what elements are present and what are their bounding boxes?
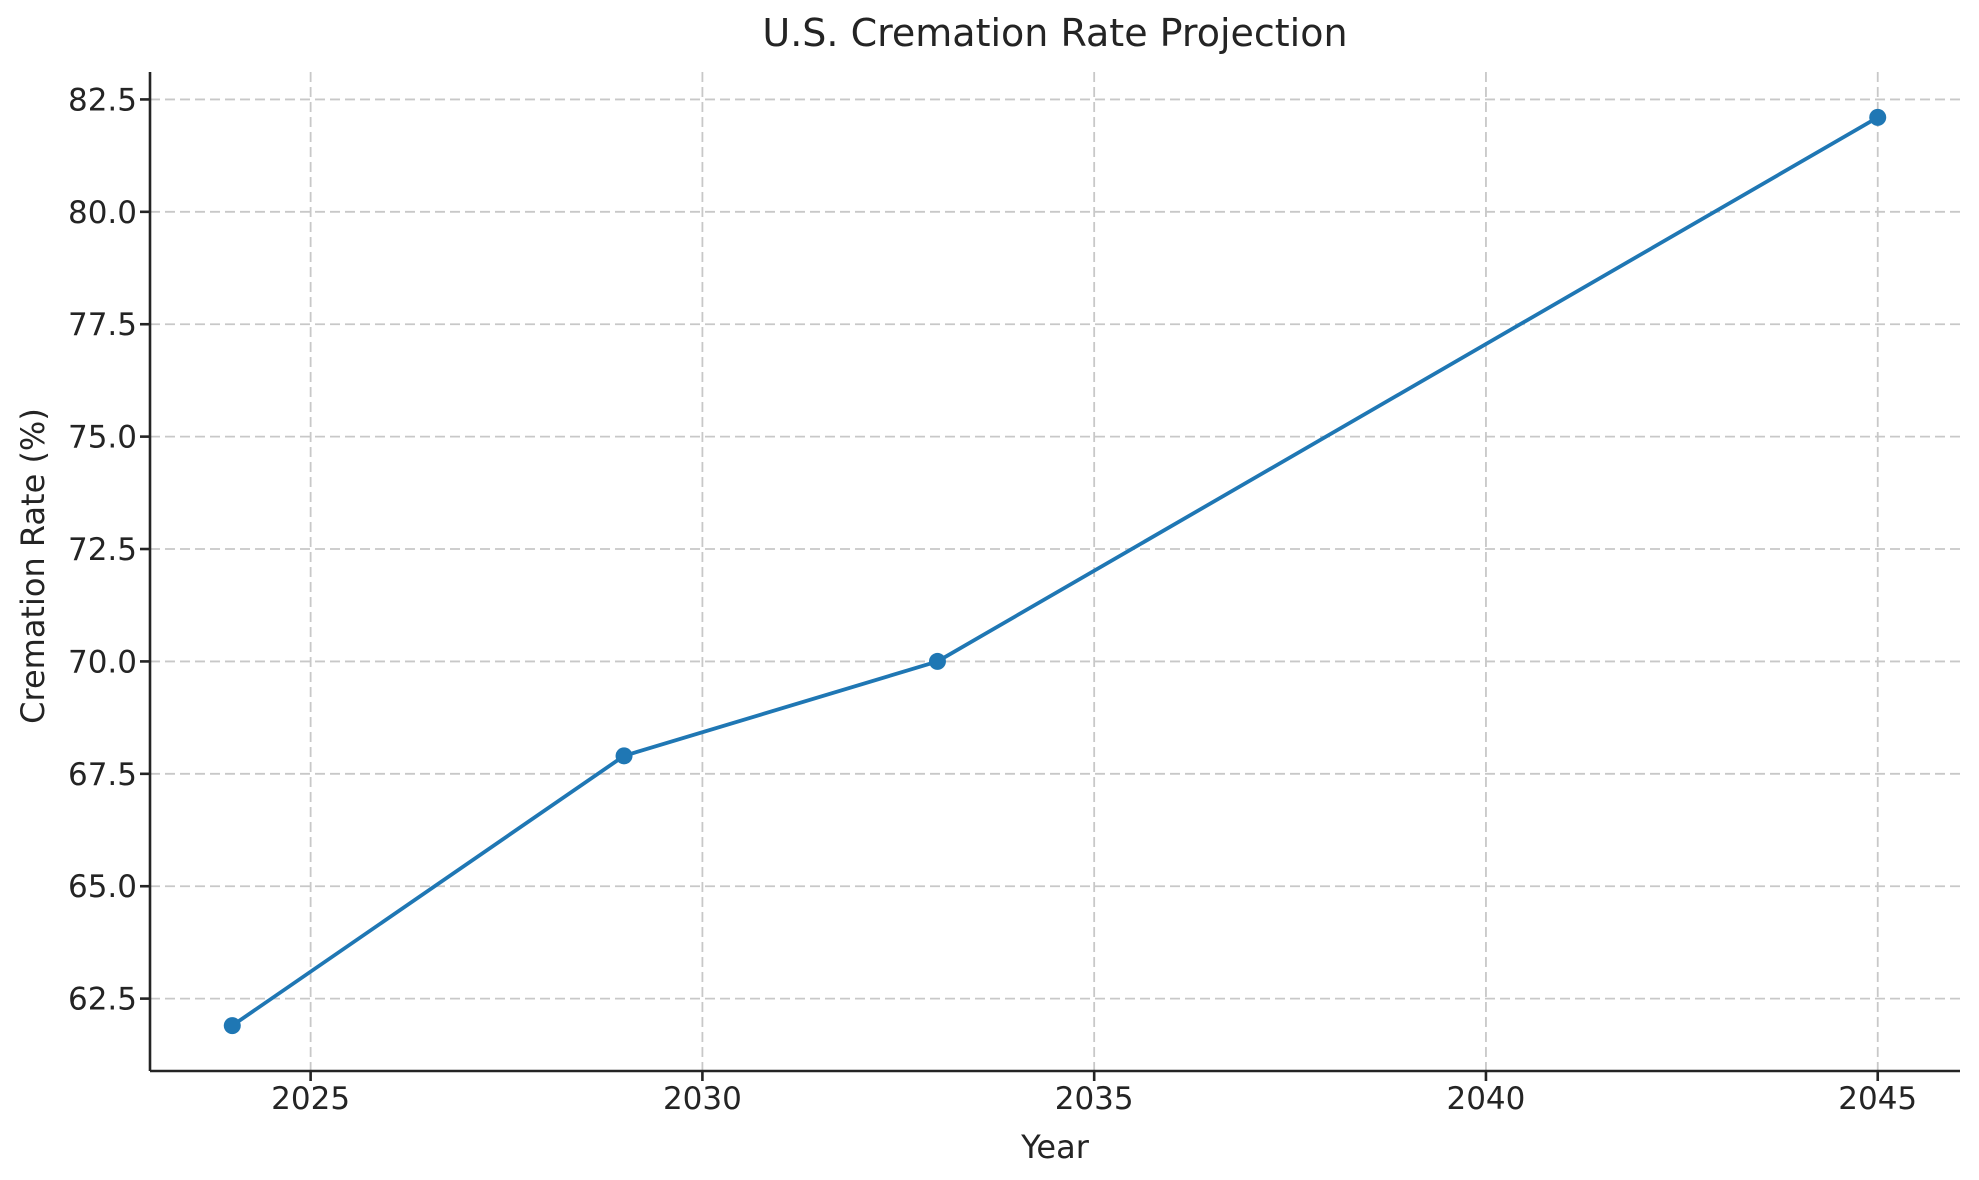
data-series [223, 108, 1887, 1035]
data-point-marker [615, 747, 633, 765]
tick-labels: 82.5 80.0 77.5 75.0 72.5 70.0 67.5 65.0 62.5 2025… [68, 82, 1917, 1117]
y-tick-label: 80.0 [68, 195, 137, 231]
x-tick-label: 2040 [1446, 1081, 1525, 1117]
data-point-marker [1869, 108, 1887, 126]
x-tick-label: 2025 [271, 1081, 350, 1117]
axes [140, 72, 1960, 1081]
y-tick-label: 65.0 [68, 869, 137, 905]
data-point-marker [928, 652, 946, 670]
series-line [230, 115, 1880, 1028]
x-tick-label: 2035 [1055, 1081, 1134, 1117]
gridlines [150, 72, 1960, 1071]
data-point-marker [223, 1017, 241, 1035]
x-tick-label: 2045 [1838, 1081, 1917, 1117]
y-tick-label: 77.5 [68, 307, 137, 343]
y-tick-label: 70.0 [68, 644, 137, 680]
y-tick-label: 67.5 [68, 757, 137, 793]
y-tick-label: 82.5 [68, 82, 137, 118]
y-tick-label: 75.0 [68, 420, 137, 456]
y-tick-label: 62.5 [68, 982, 137, 1018]
x-tick-label: 2030 [663, 1081, 742, 1117]
y-axis-label: Cremation Rate (%) [14, 408, 52, 724]
chart-title: U.S. Cremation Rate Projection [762, 11, 1347, 55]
x-axis-label: Year [1020, 1128, 1090, 1166]
y-tick-label: 72.5 [68, 532, 137, 568]
